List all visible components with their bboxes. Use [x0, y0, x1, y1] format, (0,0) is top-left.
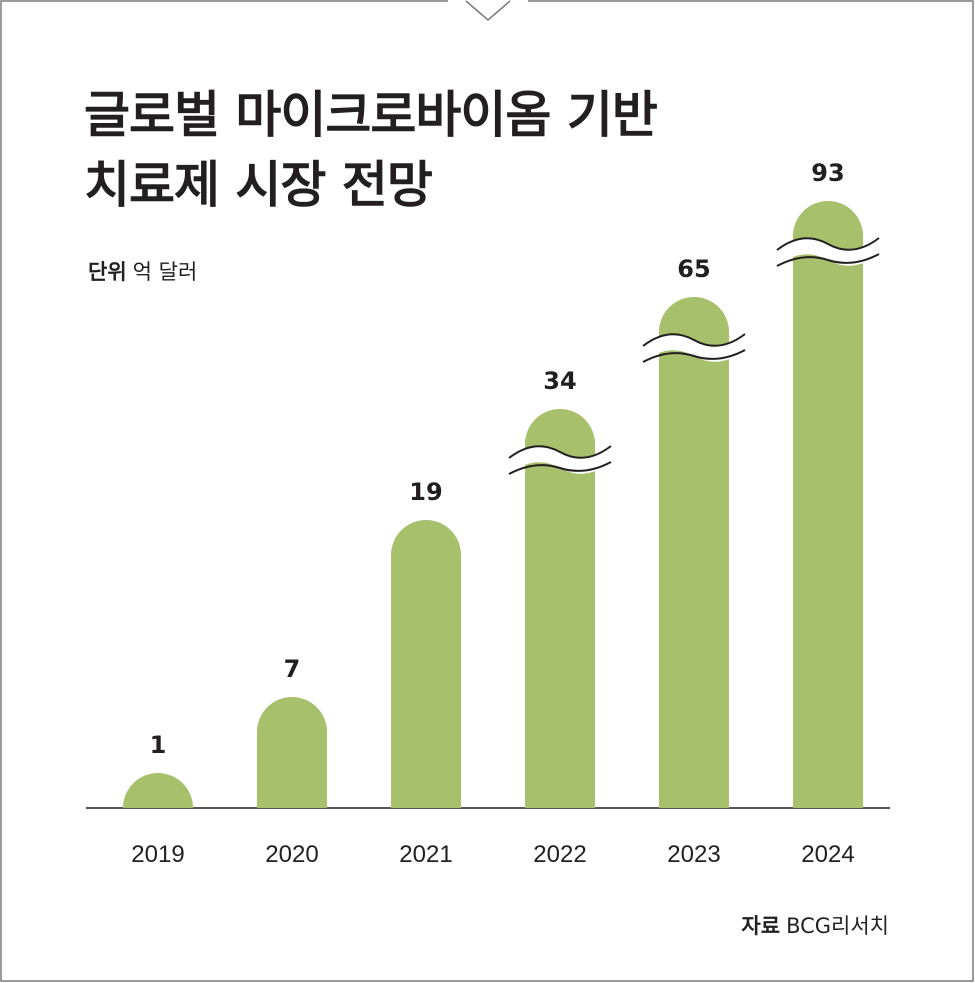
source-note: 자료 BCG리서치 — [741, 910, 889, 940]
x-tick-label-2021: 2021 — [399, 841, 452, 868]
value-label-2020: 7 — [284, 655, 301, 683]
axis-break-line-lower-2022 — [508, 461, 612, 475]
axis-break-line-lower-2023 — [642, 349, 746, 363]
source-label: 자료 — [741, 914, 781, 938]
chart-title-line-2: 치료제 시장 전망 — [84, 156, 433, 214]
bar-2020 — [257, 697, 327, 808]
bar-2019 — [123, 773, 193, 808]
axis-break-gap-2022 — [509, 446, 611, 474]
chart-title-line-1: 글로벌 마이크로바이옴 기반 — [84, 86, 658, 144]
bar-2023 — [659, 297, 729, 808]
x-tick-label-2019: 2019 — [131, 841, 184, 868]
axis-break-gap-2024 — [777, 238, 879, 266]
chevron-down-icon — [465, 0, 511, 21]
value-label-2023: 65 — [677, 255, 710, 283]
x-tick-label-2022: 2022 — [533, 841, 586, 868]
chart-title: 글로벌 마이크로바이옴 기반 치료제 시장 전망 — [84, 80, 658, 220]
x-tick-label-2023: 2023 — [667, 841, 720, 868]
value-label-2022: 34 — [543, 367, 576, 395]
bar-2021 — [391, 520, 461, 808]
bar-2022 — [525, 409, 595, 808]
axis-break-line-lower-2024 — [776, 253, 880, 267]
value-label-2021: 19 — [409, 478, 442, 506]
source-value: BCG리서치 — [786, 914, 889, 938]
x-tick-label-2020: 2020 — [265, 841, 318, 868]
x-tick-label-2024: 2024 — [801, 841, 854, 868]
value-label-2024: 93 — [811, 159, 844, 187]
axis-break-line-upper-2024 — [776, 237, 880, 251]
axis-break-line-upper-2023 — [642, 333, 746, 347]
unit-value: 억 달러 — [132, 260, 198, 284]
bar-2024 — [793, 201, 863, 808]
value-label-2019: 1 — [150, 731, 167, 759]
unit-note: 단위 억 달러 — [88, 256, 197, 286]
axis-break-gap-2023 — [643, 334, 745, 362]
axis-break-line-upper-2022 — [508, 445, 612, 459]
unit-label: 단위 — [88, 260, 127, 284]
